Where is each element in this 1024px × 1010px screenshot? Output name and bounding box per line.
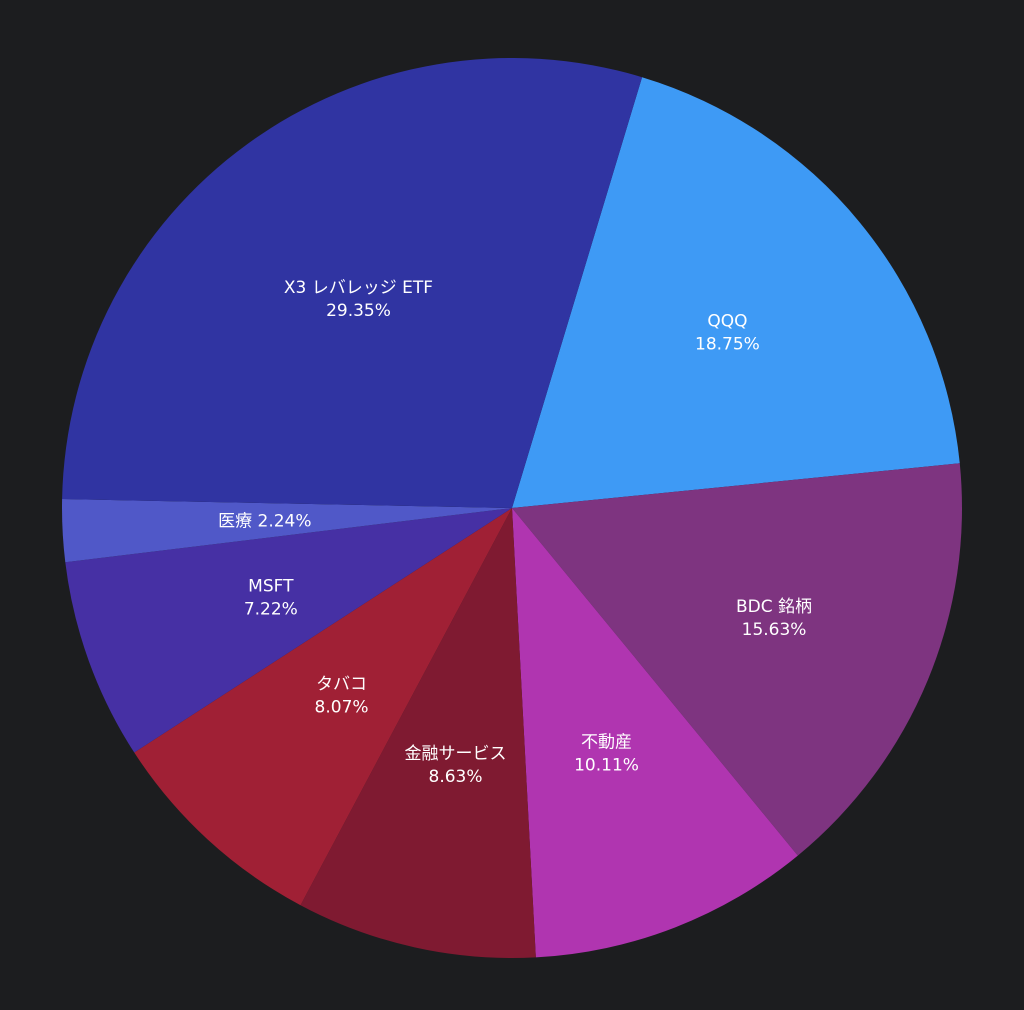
slice-percent-1: 15.63%	[742, 620, 807, 640]
slice-percent-5: 7.22%	[244, 599, 298, 619]
pie-slice-1	[512, 463, 963, 856]
slice-name-4: タバコ	[316, 675, 367, 695]
pie-slice-2	[512, 508, 798, 958]
pie-slice-0	[512, 77, 960, 508]
slice-name-3: 金融サービス	[405, 744, 507, 764]
slice-name-7: X3 レバレッジ ETF	[284, 278, 433, 298]
slice-percent-7: 29.35%	[326, 301, 391, 321]
slice-name-5: MSFT	[248, 576, 294, 596]
pie-slice-5	[65, 508, 512, 753]
pie-slices	[61, 57, 963, 958]
slice-percent-4: 8.07%	[315, 698, 369, 718]
pie-slice-4	[134, 508, 513, 906]
pie-slice-3	[300, 508, 536, 958]
pie-slice-7	[62, 57, 643, 508]
pie-slice-6	[61, 499, 512, 563]
slice-label-6: 医療 2.24%	[218, 511, 311, 531]
slice-percent-3: 8.63%	[429, 767, 483, 787]
pie-labels: QQQ 18.75% BDC 銘柄 15.63% 不動産 10.11% 金融サービス 8.63…	[218, 278, 812, 787]
slice-percent-2: 10.11%	[574, 755, 639, 775]
slice-percent-0: 18.75%	[695, 335, 760, 355]
slice-name-1: BDC 銘柄	[736, 597, 812, 617]
slice-name-2: 不動産	[581, 732, 632, 752]
slice-name-0: QQQ	[707, 312, 747, 332]
